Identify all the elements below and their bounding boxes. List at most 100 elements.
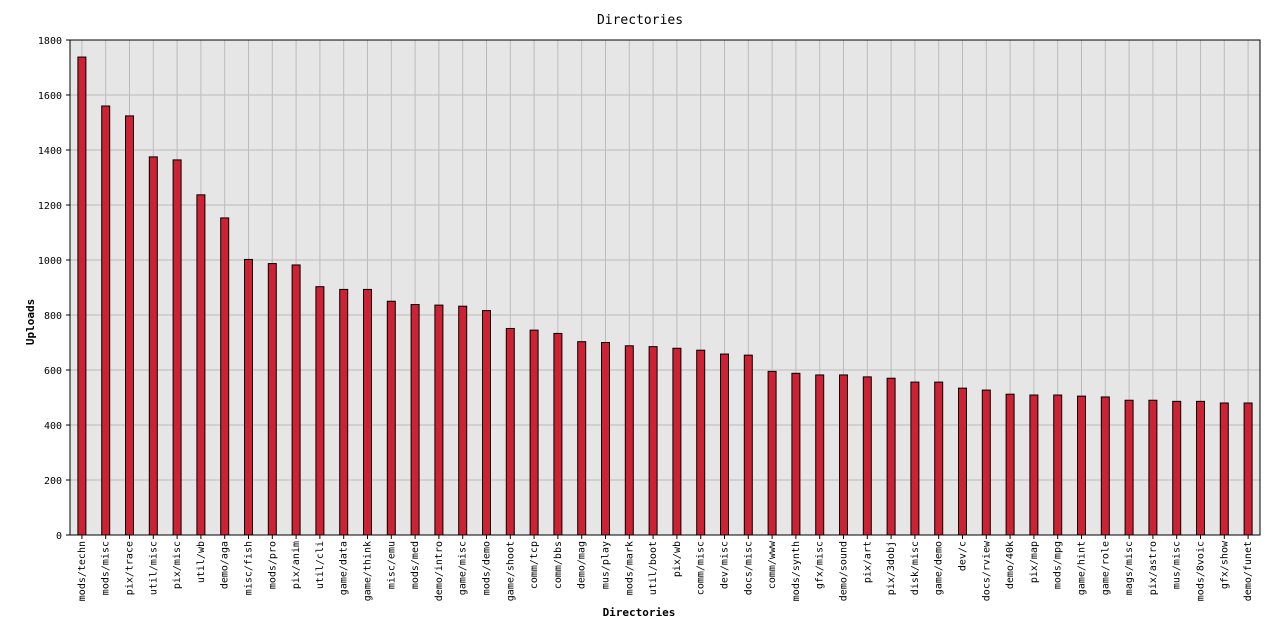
x-tick-label: mods/mpg [1053, 541, 1064, 589]
x-tick-label: pix/anim [291, 541, 302, 589]
bar [1219, 402, 1229, 536]
bar [1196, 400, 1205, 536]
y-tick-label: 400 [44, 421, 62, 432]
x-tick-label: comm/tcp [529, 541, 540, 589]
x-tick-label: docs/misc [743, 541, 754, 595]
x-tick-label: util/boot [648, 541, 659, 595]
bar [1005, 393, 1015, 536]
x-tick-label: misc/fish [244, 541, 255, 595]
x-tick-label: misc/emu [386, 541, 397, 589]
bar [1243, 402, 1253, 536]
bar [1148, 399, 1158, 536]
x-tick-label: comm/misc [696, 541, 707, 595]
bar [291, 264, 301, 536]
bar [410, 304, 420, 536]
x-tick-label: gfx/show [1219, 540, 1230, 589]
bar [77, 56, 87, 536]
bar [220, 217, 230, 536]
bar [101, 105, 111, 536]
x-tick-label: mods/techn [77, 541, 88, 601]
x-tick-label: demo/aga [220, 541, 231, 589]
bar [267, 263, 277, 536]
bar [553, 332, 563, 536]
bar [815, 374, 825, 536]
x-tick-label: mods/mark [624, 541, 635, 595]
x-tick-label: docs/rview [981, 540, 992, 601]
x-tick-label: mus/play [601, 541, 612, 589]
x-tick-label: util/cli [315, 541, 326, 589]
y-tick-label: 1800 [38, 36, 62, 47]
bar [862, 376, 872, 536]
x-tick-label: game/misc [458, 541, 469, 595]
y-axis-label: Uploads [24, 299, 37, 345]
x-tick-label: pix/3dobj [886, 541, 897, 595]
bar [1172, 400, 1182, 536]
x-tick-label: disk/misc [910, 541, 921, 595]
bar [624, 345, 634, 536]
x-tick-label: game/demo [934, 541, 945, 595]
bar [244, 258, 253, 536]
bar [767, 370, 777, 536]
x-axis-label: Directories [603, 606, 676, 619]
x-tick-label: game/hint [1077, 541, 1088, 595]
bar [196, 194, 206, 536]
bar [886, 377, 896, 536]
x-tick-label: gfx/misc [815, 541, 826, 589]
x-tick-label: dev/c [958, 541, 969, 571]
bar [1077, 395, 1086, 536]
x-tick-label: dev/misc [720, 541, 731, 589]
y-tick-label: 600 [44, 366, 62, 377]
bar [672, 347, 682, 536]
y-tick-label: 1200 [38, 201, 62, 212]
y-tick-label: 800 [44, 311, 62, 322]
bar [958, 387, 967, 536]
bar [910, 381, 920, 536]
x-tick-label: mus/misc [1172, 541, 1183, 589]
x-tick-label: game/data [339, 541, 350, 595]
x-tick-label: mods/pro [267, 541, 278, 589]
bar [934, 381, 944, 536]
x-tick-label: mods/synth [791, 541, 802, 601]
bar [1053, 394, 1063, 536]
bar [458, 305, 468, 536]
x-tick-label: util/misc [148, 541, 159, 595]
bar [339, 288, 349, 536]
x-tick-label: demo/sound [839, 541, 850, 601]
bar [386, 300, 396, 536]
x-axis-ticks: mods/techn mods/misc pix/trace util/misc pix… [77, 535, 1254, 601]
bar [148, 156, 158, 536]
bar [363, 288, 372, 536]
bar [720, 353, 729, 536]
y-tick-label: 1400 [38, 146, 62, 157]
x-tick-label: game/think [363, 541, 374, 601]
bar [981, 389, 991, 536]
x-tick-label: pix/map [1029, 541, 1040, 583]
bar [315, 286, 325, 536]
bar [743, 354, 753, 536]
bar [791, 372, 801, 536]
x-tick-label: util/wb [196, 541, 207, 583]
bar [696, 349, 706, 536]
y-tick-label: 1000 [38, 256, 62, 267]
x-tick-label: demo/mag [577, 541, 588, 589]
x-tick-label: demo/40k [1005, 541, 1016, 589]
x-tick-label: pix/astro [1148, 541, 1159, 595]
bar [648, 346, 658, 536]
bar [1100, 396, 1110, 536]
bar [1124, 399, 1134, 536]
x-tick-label: pix/wb [672, 541, 683, 577]
x-tick-label: mods/demo [482, 541, 493, 595]
x-tick-label: pix/trace [125, 541, 136, 595]
bar [577, 341, 587, 536]
x-tick-label: game/role [1100, 541, 1111, 595]
x-tick-label: pix/art [862, 541, 873, 583]
y-tick-label: 200 [44, 476, 62, 487]
bar [529, 329, 539, 536]
bar [125, 115, 134, 536]
x-tick-label: mods/8voic [1196, 541, 1207, 601]
bar [505, 327, 515, 536]
y-axis-ticks: 0 200 400 600 800 1000 1200 1400 1600 1800 [38, 36, 70, 542]
y-tick-label: 0 [56, 531, 62, 542]
x-tick-label: pix/misc [172, 541, 183, 589]
